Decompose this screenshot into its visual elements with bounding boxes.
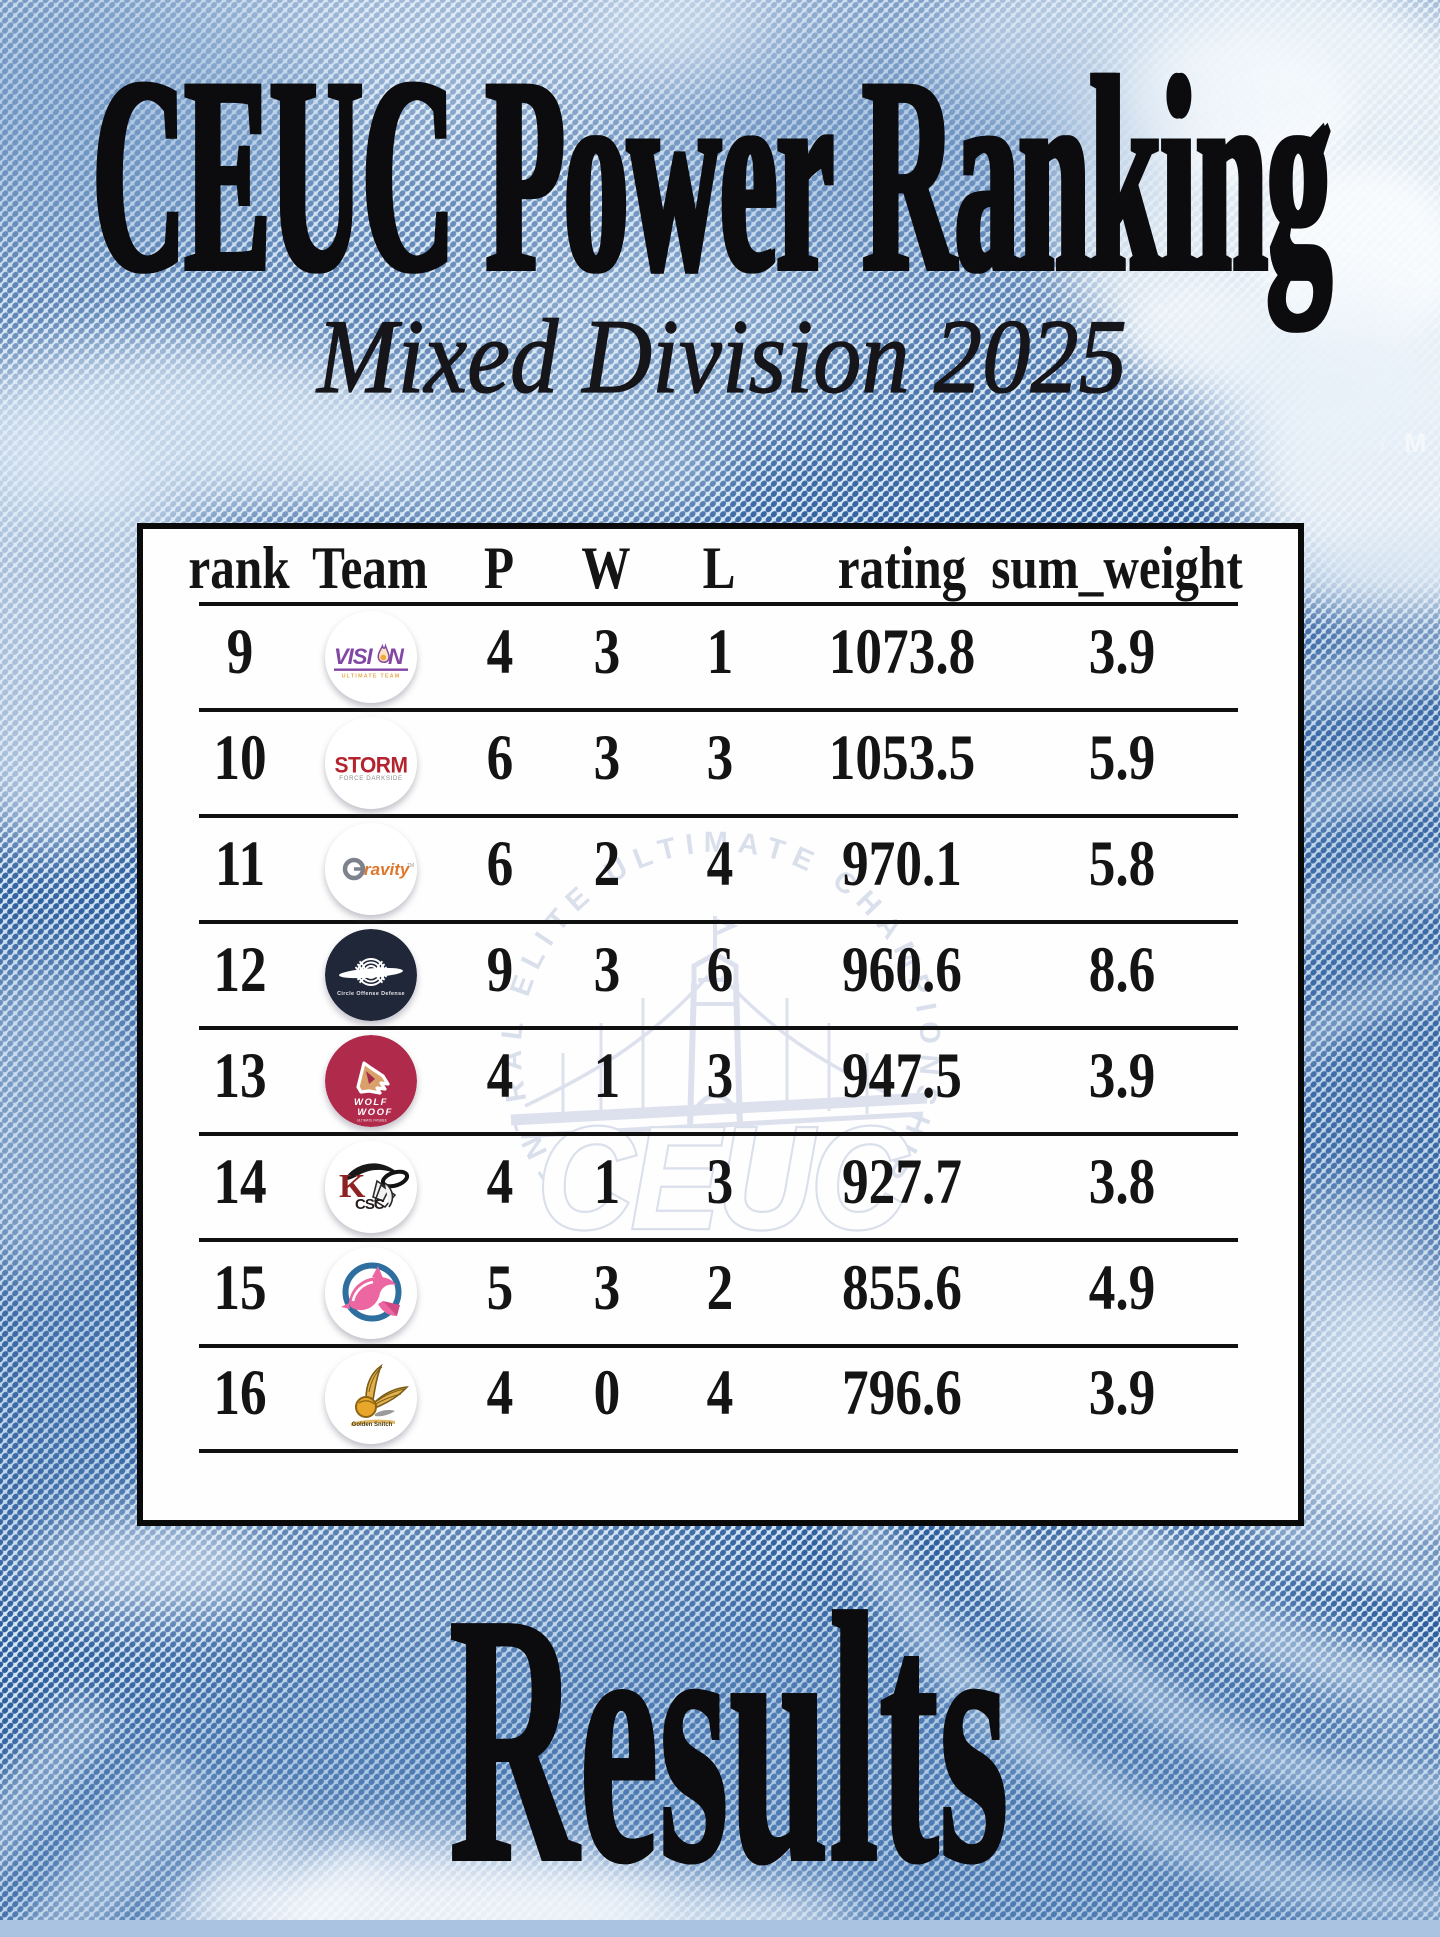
svg-text:ULTIMATE FRISBEE: ULTIMATE FRISBEE	[357, 1119, 387, 1123]
svg-text:WOLF: WOLF	[354, 1097, 388, 1108]
svg-text:WOOF: WOOF	[357, 1107, 393, 1118]
svg-text:STORM: STORM	[335, 753, 408, 778]
svg-text:CEUC: CEUC	[538, 1097, 910, 1259]
svg-text:ravity: ravity	[364, 860, 411, 879]
svg-text:N: N	[388, 644, 405, 669]
svg-text:CSC: CSC	[355, 1196, 385, 1213]
svg-text:FORCE DARKSIDE: FORCE DARKSIDE	[339, 775, 402, 782]
svg-text:TM: TM	[407, 863, 414, 869]
svg-text:I: I	[1377, 431, 1388, 459]
svg-text:Golden Snitch: Golden Snitch	[352, 1422, 393, 1428]
svg-text:Circle Offense Defense: Circle Offense Defense	[337, 991, 405, 997]
svg-text:VISI: VISI	[334, 644, 373, 669]
svg-text:M: M	[1404, 428, 1427, 458]
svg-text:ULTIMATE TEAM: ULTIMATE TEAM	[342, 674, 401, 680]
svg-text:K: K	[339, 1168, 366, 1205]
